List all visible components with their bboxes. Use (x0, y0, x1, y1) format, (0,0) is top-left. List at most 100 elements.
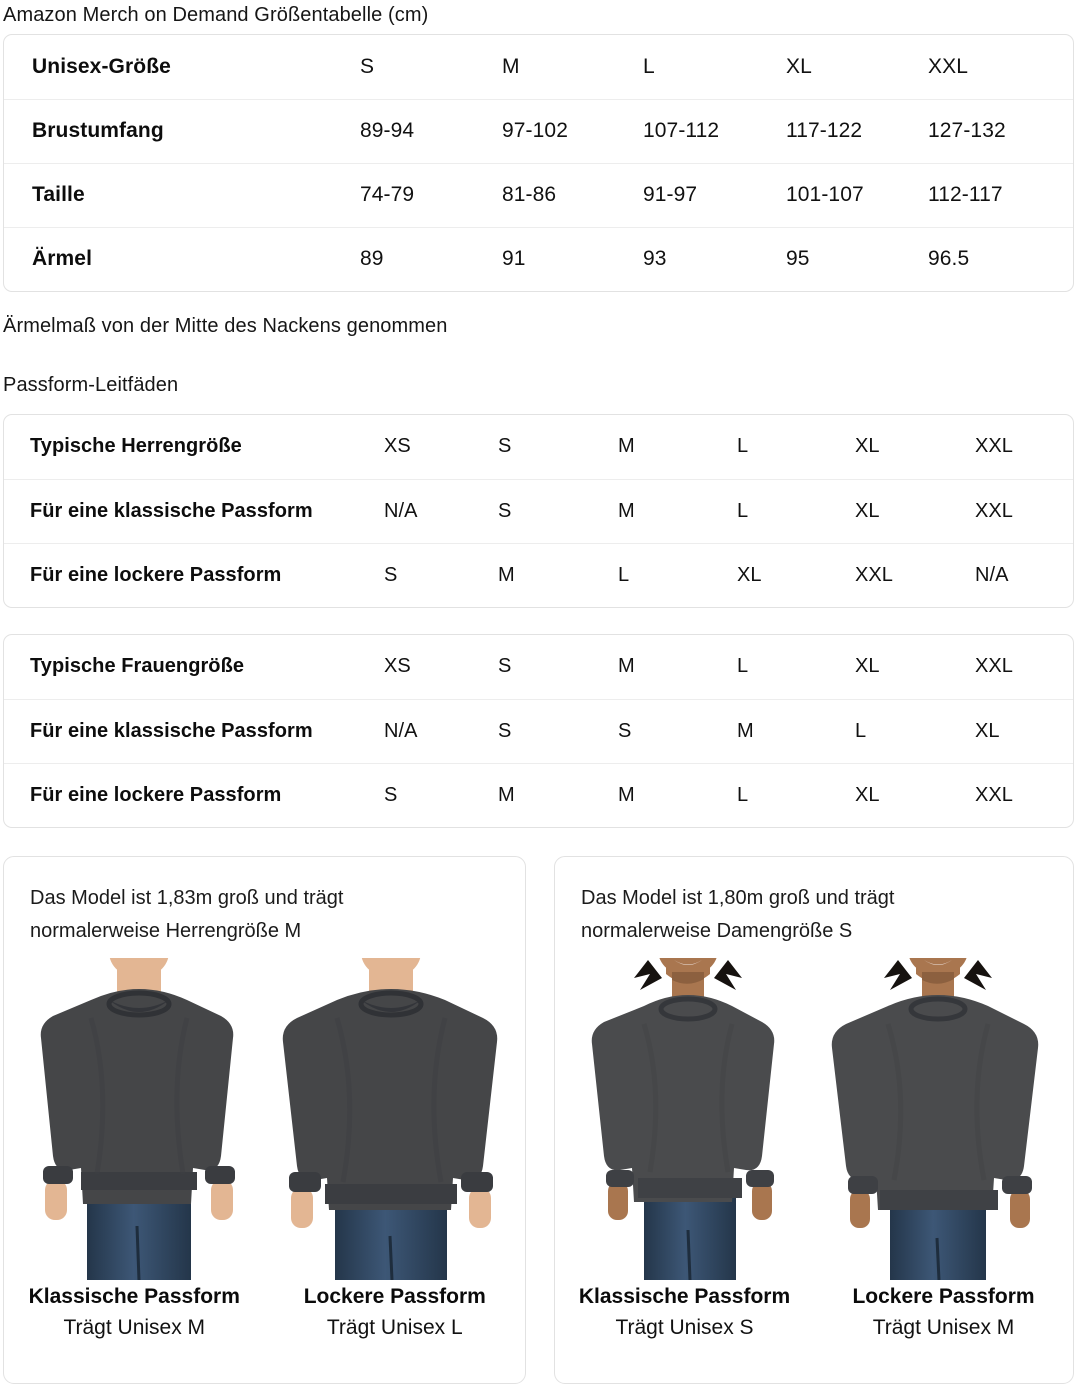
women-classic-5: XL (975, 699, 1073, 764)
women-classic-2: S (618, 699, 737, 764)
row-label-classic-fit-men: Für eine klassische Passform (4, 479, 384, 544)
womens-classic-fit-name: Klassische Passform (578, 1285, 791, 1308)
womens-figure-labels: Klassische Passform Trägt Unisex S Locke… (555, 1282, 1073, 1344)
row-label-typical-womens-size: Typische Frauengröße (4, 635, 384, 700)
page-title: Amazon Merch on Demand Größentabelle (cm… (3, 4, 429, 26)
table-row: Ärmel 89 91 93 95 96.5 (4, 227, 1073, 291)
womens-fit-guide-table: Typische Frauengröße XS S M L XL XXL Für… (3, 634, 1074, 828)
waist-m: 81-86 (502, 163, 643, 228)
women-classic-4: L (855, 699, 975, 764)
womens-relaxed-label: Lockere Passform Trägt Unisex M (814, 1282, 1073, 1344)
waist-l: 91-97 (643, 163, 786, 228)
women-typical-0: XS (384, 635, 498, 700)
men-relaxed-2: L (618, 563, 630, 586)
male-model-classic-fit-image (40, 958, 235, 1280)
women-relaxed-3: L (737, 783, 749, 806)
mens-classic-label: Klassische Passform Trägt Unisex M (4, 1282, 265, 1344)
row-label-typical-mens-size: Typische Herrengröße (4, 415, 384, 480)
men-typical-1: S (498, 415, 618, 480)
size-header-m: M (502, 35, 643, 100)
womens-relaxed-figure-slot (819, 950, 1060, 1280)
mens-model-blurb-line1: Das Model ist 1,83m groß und trägt (30, 887, 344, 909)
women-relaxed-2: M (618, 783, 635, 806)
men-typical-4: XL (855, 415, 975, 480)
unisex-size-table: Unisex-Größe S M L XL XXL Brustumfang 89… (3, 34, 1074, 292)
womens-model-blurb-line1: Das Model ist 1,80m groß und trägt (581, 887, 895, 909)
men-relaxed-5: N/A (975, 563, 1009, 586)
mens-relaxed-figure-slot (270, 950, 512, 1280)
chest-xl: 117-122 (786, 99, 928, 164)
mens-relaxed-fit-name: Lockere Passform (303, 1285, 486, 1308)
chest-xxl: 127-132 (928, 99, 1073, 164)
women-typical-4: XL (855, 635, 975, 700)
mens-figure-labels: Klassische Passform Trägt Unisex M Locke… (4, 1282, 525, 1344)
table-row: Für eine lockere Passform S M M L XL XXL (4, 763, 1073, 827)
men-typical-5: XXL (975, 415, 1073, 480)
men-classic-4: XL (855, 479, 975, 544)
size-header-l: L (643, 35, 786, 100)
table-row: Für eine klassische Passform N/A S S M L… (4, 699, 1073, 764)
mens-classic-fit-name: Klassische Passform (28, 1285, 240, 1308)
men-classic-5: XXL (975, 479, 1073, 544)
women-relaxed-0: S (384, 783, 398, 806)
sleeve-xxl: 96.5 (928, 247, 970, 271)
men-typical-3: L (737, 415, 855, 480)
female-model-classic-fit-image (591, 958, 775, 1280)
table-row: Für eine klassische Passform N/A S M L X… (4, 479, 1073, 544)
waist-xxl: 112-117 (928, 163, 1073, 228)
womens-relaxed-fit-sub: Trägt Unisex M (872, 1316, 1015, 1339)
mens-figure-row (4, 950, 525, 1280)
womens-classic-figure-slot (568, 950, 809, 1280)
men-classic-2: M (618, 479, 737, 544)
women-relaxed-5: XXL (975, 783, 1013, 806)
mens-fit-guide-table: Typische Herrengröße XS S M L XL XXL Für… (3, 414, 1074, 608)
table-row: Brustumfang 89-94 97-102 107-112 117-122… (4, 99, 1073, 164)
sleeve-xl: 95 (786, 247, 810, 271)
row-label-sleeve: Ärmel (32, 247, 93, 271)
womens-classic-fit-sub: Trägt Unisex S (615, 1316, 754, 1339)
men-relaxed-3: XL (737, 563, 762, 586)
women-typical-3: L (737, 635, 855, 700)
waist-xl: 101-107 (786, 163, 928, 228)
womens-model-blurb: Das Model ist 1,80m groß und trägt norma… (555, 857, 1073, 948)
men-relaxed-4: XXL (855, 563, 893, 586)
women-relaxed-4: XL (855, 783, 880, 806)
men-classic-0: N/A (384, 479, 498, 544)
mens-classic-figure-slot (17, 950, 259, 1280)
sleeve-m: 91 (502, 247, 526, 271)
womens-figure-row (555, 950, 1073, 1280)
sleeve-l: 93 (643, 247, 667, 271)
row-label-relaxed-fit-men: Für eine lockere Passform (30, 563, 282, 586)
men-relaxed-1: M (498, 563, 515, 586)
womens-model-blurb-line2: normalerweise Damengröße S (581, 920, 853, 942)
size-header-xxl: XXL (928, 35, 1073, 100)
sleeve-s: 89 (360, 247, 384, 271)
men-typical-0: XS (384, 415, 498, 480)
men-typical-2: M (618, 415, 737, 480)
mens-model-blurb-line2: normalerweise Herrengröße M (30, 920, 302, 942)
mens-relaxed-fit-sub: Trägt Unisex L (326, 1316, 463, 1339)
chest-s: 89-94 (360, 99, 502, 164)
size-table-header-label: Unisex-Größe (4, 35, 360, 100)
women-typical-2: M (618, 635, 737, 700)
women-relaxed-1: M (498, 783, 515, 806)
fit-guides-heading: Passform-Leitfäden (3, 374, 179, 396)
chest-l: 107-112 (643, 99, 786, 164)
table-row: Typische Frauengröße XS S M L XL XXL (4, 635, 1073, 700)
row-label-relaxed-fit-women: Für eine lockere Passform (30, 783, 282, 806)
men-classic-3: L (737, 479, 855, 544)
row-label-chest: Brustumfang (4, 99, 360, 164)
mens-relaxed-label: Lockere Passform Trägt Unisex L (265, 1282, 526, 1344)
womens-model-card: Das Model ist 1,80m groß und trägt norma… (554, 856, 1074, 1384)
male-model-relaxed-fit-image (282, 958, 497, 1280)
table-header-row: Unisex-Größe S M L XL XXL (4, 35, 1073, 100)
mens-model-card: Das Model ist 1,83m groß und trägt norma… (3, 856, 526, 1384)
female-model-relaxed-fit-image (832, 958, 1039, 1280)
size-header-s: S (360, 35, 502, 100)
mens-classic-fit-sub: Trägt Unisex M (63, 1316, 206, 1339)
chest-m: 97-102 (502, 99, 643, 164)
row-label-waist: Taille (4, 163, 360, 228)
sleeve-measurement-note: Ärmelmaß von der Mitte des Nackens genom… (3, 315, 448, 337)
size-header-xl: XL (786, 35, 928, 100)
